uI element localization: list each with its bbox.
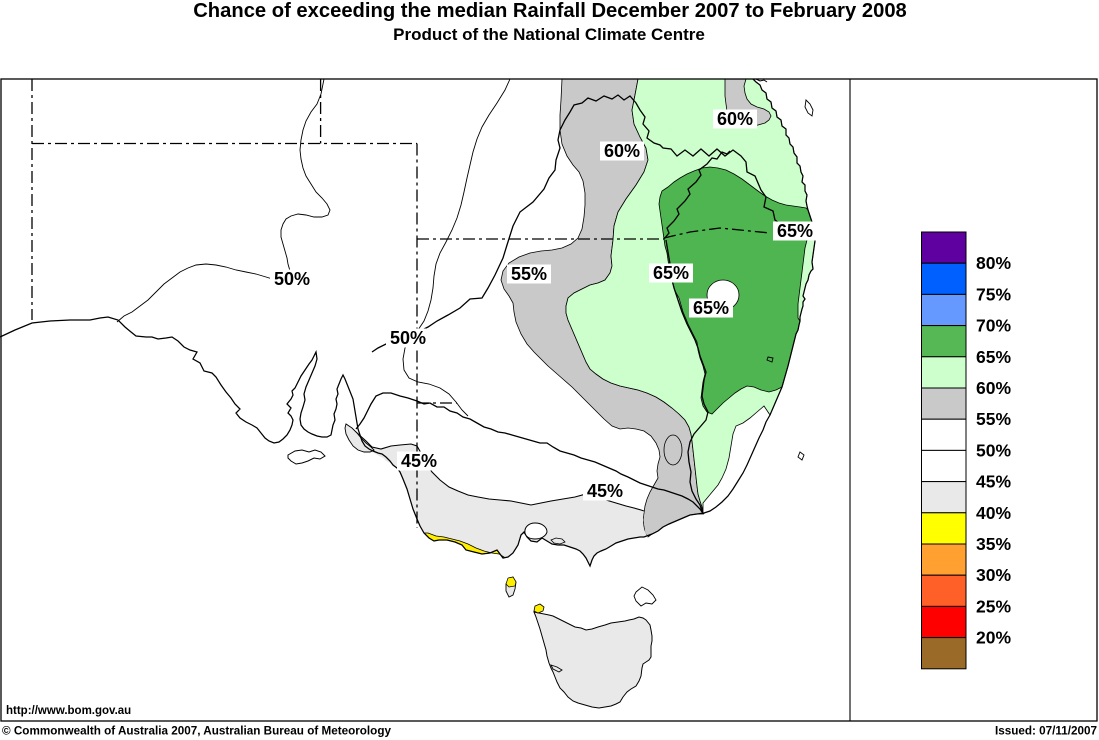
svg-text:30%: 30% [976, 565, 1011, 585]
svg-text:70%: 70% [976, 316, 1011, 336]
svg-text:45%: 45% [587, 481, 623, 501]
svg-text:60%: 60% [976, 378, 1011, 398]
svg-text:© Commonwealth of Australia 20: © Commonwealth of Australia 2007, Austra… [2, 725, 391, 738]
svg-text:65%: 65% [653, 263, 689, 283]
svg-text:50%: 50% [976, 440, 1011, 460]
svg-text:60%: 60% [604, 141, 640, 161]
svg-text:65%: 65% [976, 347, 1011, 367]
svg-text:20%: 20% [976, 628, 1011, 648]
svg-text:50%: 50% [274, 269, 310, 289]
svg-text:65%: 65% [693, 298, 729, 318]
svg-text:40%: 40% [976, 503, 1011, 523]
svg-text:25%: 25% [976, 596, 1011, 616]
svg-text:Product of the National Climat: Product of the National Climate Centre [393, 25, 705, 44]
svg-text:50%: 50% [390, 328, 426, 348]
svg-text:45%: 45% [401, 451, 437, 471]
svg-text:35%: 35% [976, 534, 1011, 554]
svg-text:55%: 55% [511, 264, 547, 284]
svg-text:Issued: 07/11/2007: Issued: 07/11/2007 [995, 725, 1097, 738]
svg-text:80%: 80% [976, 253, 1011, 273]
svg-text:http://www.bom.gov.au: http://www.bom.gov.au [6, 705, 131, 717]
svg-text:60%: 60% [717, 109, 753, 129]
svg-text:Chance of exceeding the median: Chance of exceeding the median Rainfall … [193, 0, 907, 22]
svg-text:65%: 65% [777, 221, 813, 241]
svg-text:45%: 45% [976, 472, 1011, 492]
svg-text:55%: 55% [976, 409, 1011, 429]
svg-text:75%: 75% [976, 284, 1011, 304]
